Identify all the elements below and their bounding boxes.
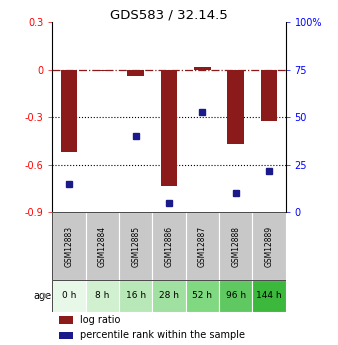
Text: GSM12883: GSM12883 [65, 226, 74, 267]
Text: age: age [33, 291, 52, 301]
Bar [52, 213, 86, 280]
Text: 28 h: 28 h [159, 291, 179, 300]
Bar [252, 213, 286, 280]
Bar [52, 280, 86, 312]
Text: 8 h: 8 h [95, 291, 110, 300]
Bar [152, 280, 186, 312]
Bar [59, 332, 73, 339]
Text: 16 h: 16 h [126, 291, 146, 300]
Text: 144 h: 144 h [256, 291, 282, 300]
Bar [186, 280, 219, 312]
Bar [219, 213, 252, 280]
Bar [119, 213, 152, 280]
Text: GSM12888: GSM12888 [231, 226, 240, 267]
Text: GSM12886: GSM12886 [165, 226, 173, 267]
Bar [261, 70, 277, 121]
Bar [186, 213, 219, 280]
Text: GSM12889: GSM12889 [264, 226, 273, 267]
Bar [161, 70, 177, 186]
Text: GSM12887: GSM12887 [198, 226, 207, 267]
Text: 96 h: 96 h [225, 291, 246, 300]
Bar [219, 280, 252, 312]
Bar [86, 280, 119, 312]
Title: GDS583 / 32.14.5: GDS583 / 32.14.5 [110, 8, 228, 21]
Bar [59, 316, 73, 324]
Bar [94, 70, 111, 71]
Bar [127, 70, 144, 76]
Bar [86, 213, 119, 280]
Text: GSM12885: GSM12885 [131, 226, 140, 267]
Bar [61, 70, 77, 152]
Text: GSM12884: GSM12884 [98, 226, 107, 267]
Bar [252, 280, 286, 312]
Text: 0 h: 0 h [62, 291, 76, 300]
Text: log ratio: log ratio [80, 315, 121, 325]
Bar [227, 70, 244, 144]
Bar [194, 67, 211, 70]
Text: percentile rank within the sample: percentile rank within the sample [80, 331, 245, 341]
Bar [152, 213, 186, 280]
Text: 52 h: 52 h [192, 291, 212, 300]
Bar [119, 280, 152, 312]
